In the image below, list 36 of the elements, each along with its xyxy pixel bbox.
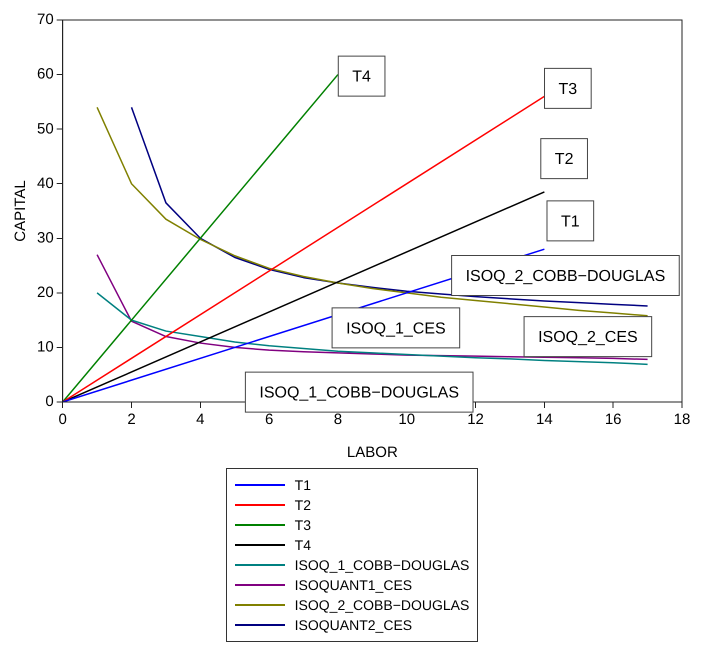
legend-label: T4 [294, 537, 311, 553]
x-tick-label: 16 [604, 411, 622, 428]
annotation: ISOQ_2_CES [538, 329, 638, 346]
annotation: ISOQ_2_COBB−DOUGLAS [466, 268, 666, 285]
legend-label: T3 [294, 517, 311, 533]
y-tick-label: 0 [45, 393, 54, 410]
x-axis-title: LABOR [346, 444, 398, 462]
annotation: T1 [560, 213, 580, 230]
annotation: ISOQ_1_COBB−DOUGLAS [259, 384, 460, 402]
x-tick-label: 12 [467, 411, 484, 428]
y-tick-label: 40 [36, 174, 54, 192]
x-tick-label: 0 [58, 411, 67, 428]
annotation: T4 [352, 68, 372, 86]
legend-label: T2 [294, 497, 311, 513]
x-tick-label: 10 [398, 411, 416, 428]
annotation: T2 [554, 151, 574, 168]
y-tick-label: 10 [36, 338, 54, 356]
x-tick-label: 2 [127, 411, 136, 428]
y-tick-label: 60 [36, 66, 54, 83]
legend-label: T1 [294, 477, 311, 493]
x-tick-label: 14 [536, 411, 553, 428]
y-tick-label: 50 [36, 120, 54, 138]
legend-label: ISOQ_2_COBB−DOUGLAS [294, 597, 470, 613]
y-tick-label: 70 [36, 11, 54, 28]
x-tick-label: 8 [334, 411, 342, 428]
y-tick-label: 30 [36, 229, 54, 246]
x-tick-label: 18 [674, 411, 690, 428]
y-tick-label: 20 [36, 284, 54, 301]
legend-label: ISOQ_1_COBB−DOUGLAS [294, 557, 470, 573]
x-tick-label: 6 [264, 411, 274, 428]
y-axis-title: CAPITAL [12, 180, 30, 242]
annotation: T3 [558, 80, 578, 98]
x-tick-label: 4 [196, 411, 204, 428]
legend-label: ISOQUANT1_CES [294, 577, 412, 593]
legend-label: ISOQUANT2_CES [294, 617, 412, 633]
annotation: ISOQ_1_CES [346, 320, 446, 338]
